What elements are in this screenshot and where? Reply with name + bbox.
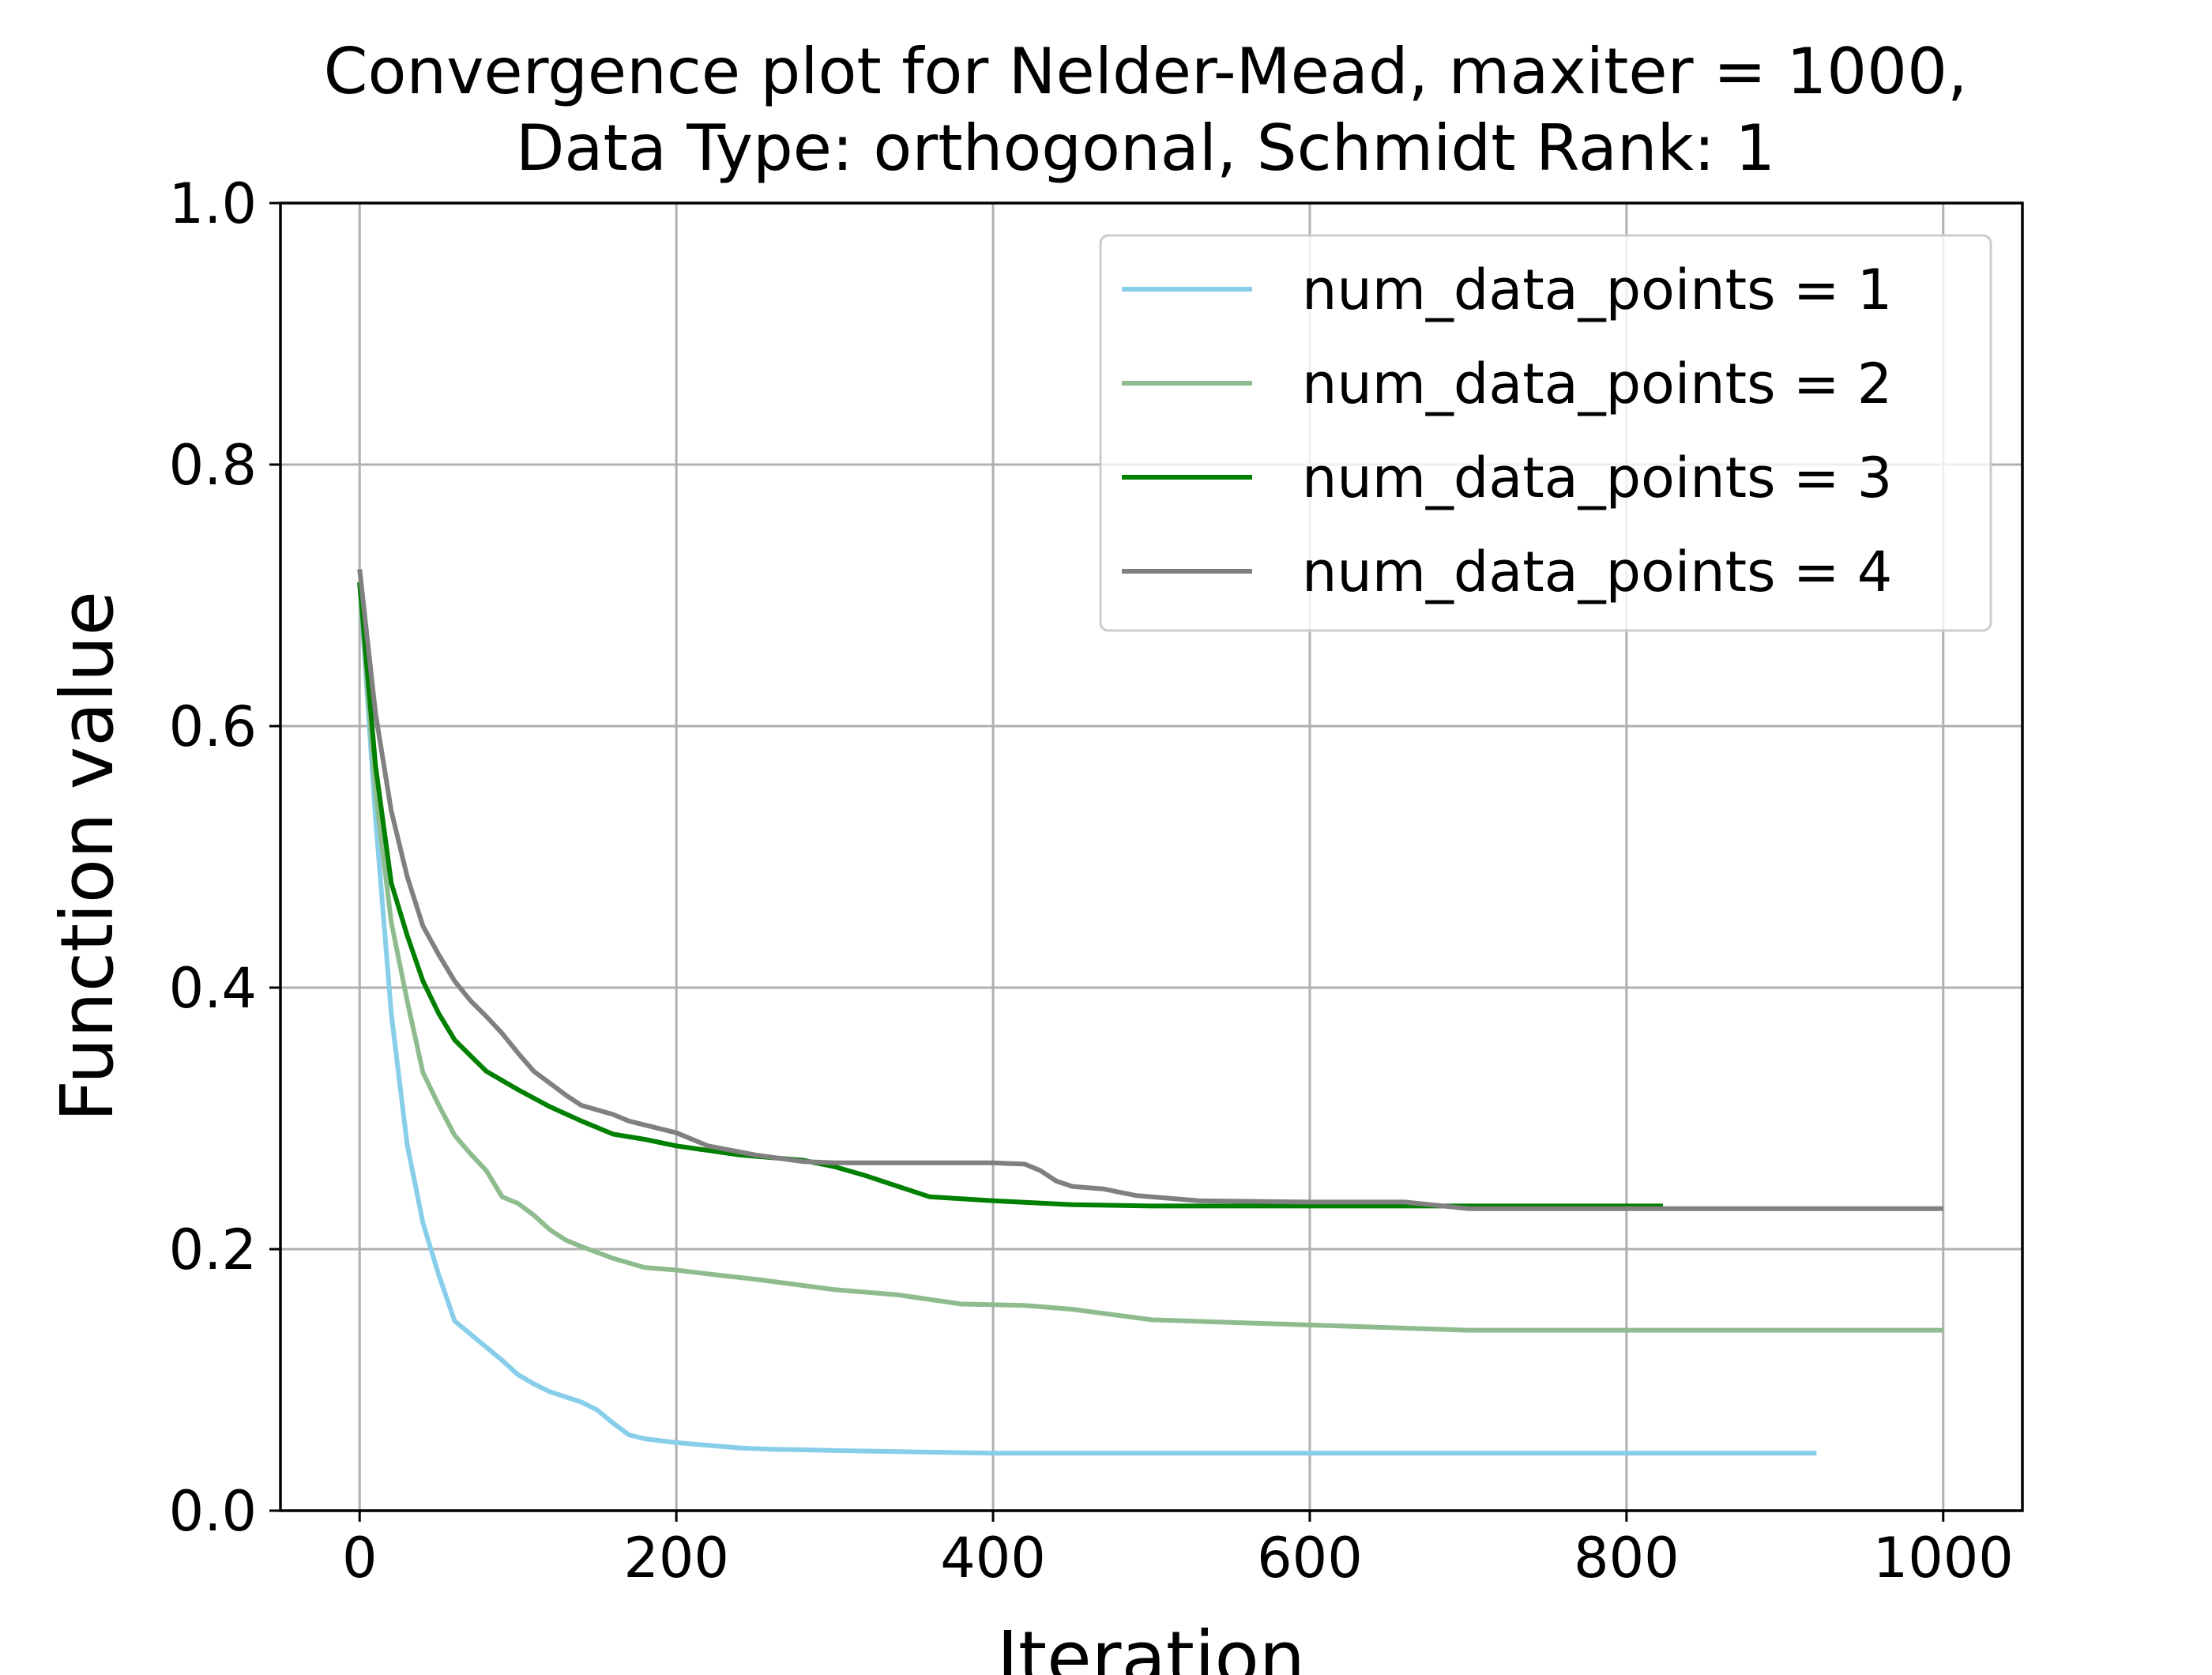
y-tick-label: 0.8 <box>169 433 257 498</box>
series-line-2 <box>357 582 1943 1333</box>
series-line-3 <box>357 582 1663 1209</box>
legend-label: num_data_points = 1 <box>1302 258 1892 322</box>
series-line-4 <box>357 569 1943 1211</box>
x-tick-label: 0 <box>342 1526 378 1590</box>
legend-label: num_data_points = 4 <box>1302 540 1892 604</box>
series-lines <box>357 569 1943 1456</box>
legend: num_data_points = 1 num_data_points = 2 nu… <box>1099 234 1992 632</box>
y-tick-label: 0.0 <box>169 1479 257 1544</box>
x-tick-label: 200 <box>623 1526 729 1590</box>
legend-box <box>1099 234 1992 632</box>
x-tick-label: 800 <box>1574 1526 1680 1590</box>
axis-ticks: 0 200 400 600 800 1000 0.0 0.2 0.4 0.6 0.8 1.0 <box>169 171 2014 1590</box>
x-axis-label: Iteration <box>997 1616 1305 1675</box>
y-axis-label: Function value <box>45 591 130 1122</box>
legend-label: num_data_points = 2 <box>1302 352 1892 416</box>
y-tick-label: 0.4 <box>169 956 257 1021</box>
y-tick-label: 1.0 <box>169 171 257 236</box>
x-tick-label: 600 <box>1257 1526 1363 1590</box>
y-tick-label: 0.2 <box>169 1218 257 1282</box>
y-tick-label: 0.6 <box>169 694 257 759</box>
plot-frame <box>279 201 2024 1512</box>
x-tick-label: 1000 <box>1873 1526 2014 1590</box>
chart-title-line-2: Data Type: orthogonal, Schmidt Rank: 1 <box>516 111 1775 185</box>
x-tick-label: 400 <box>940 1526 1046 1590</box>
series-line-1 <box>357 582 1817 1456</box>
legend-label: num_data_points = 3 <box>1302 446 1892 510</box>
chart-title-line-1: Convergence plot for Nelder-Mead, maxite… <box>324 35 1968 108</box>
